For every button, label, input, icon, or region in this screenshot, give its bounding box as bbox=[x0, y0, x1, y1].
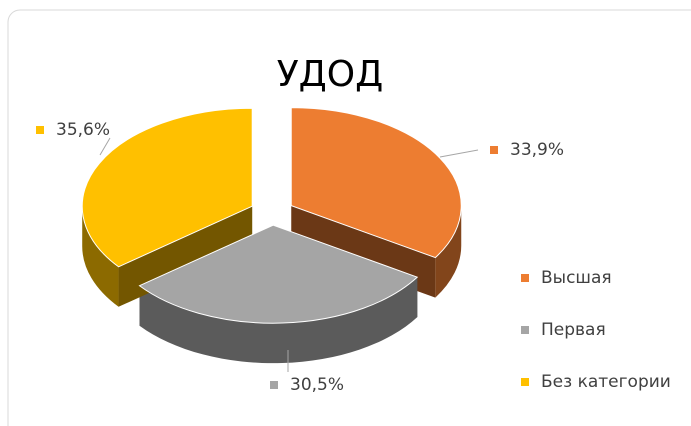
pie-side bbox=[435, 205, 462, 298]
label-marker bbox=[270, 381, 278, 389]
labels: 33,9% Высшая 30,5% Первая 35,6% Без категории bbox=[36, 120, 671, 395]
legend-marker bbox=[521, 326, 529, 334]
data-label: 35,6% bbox=[56, 120, 110, 140]
label-marker bbox=[490, 146, 498, 154]
legend-marker bbox=[521, 378, 529, 386]
pie-slice bbox=[138, 224, 419, 324]
data-label: 30,5% bbox=[290, 375, 344, 395]
pie-tops bbox=[81, 107, 462, 324]
legend-label: Первая bbox=[541, 320, 606, 340]
data-label: 33,9% bbox=[510, 140, 564, 160]
pie-side bbox=[139, 277, 418, 364]
legend-label: Без категории bbox=[541, 372, 671, 392]
pie-side bbox=[82, 206, 119, 307]
legend-marker bbox=[521, 274, 529, 282]
legend-label: Высшая bbox=[541, 268, 612, 288]
pie-slice bbox=[81, 107, 253, 268]
leader-line bbox=[439, 149, 479, 158]
chart-title: УДОД bbox=[277, 54, 384, 95]
leader-line bbox=[99, 137, 111, 156]
label-marker bbox=[36, 126, 44, 134]
pie-slice bbox=[290, 107, 462, 259]
